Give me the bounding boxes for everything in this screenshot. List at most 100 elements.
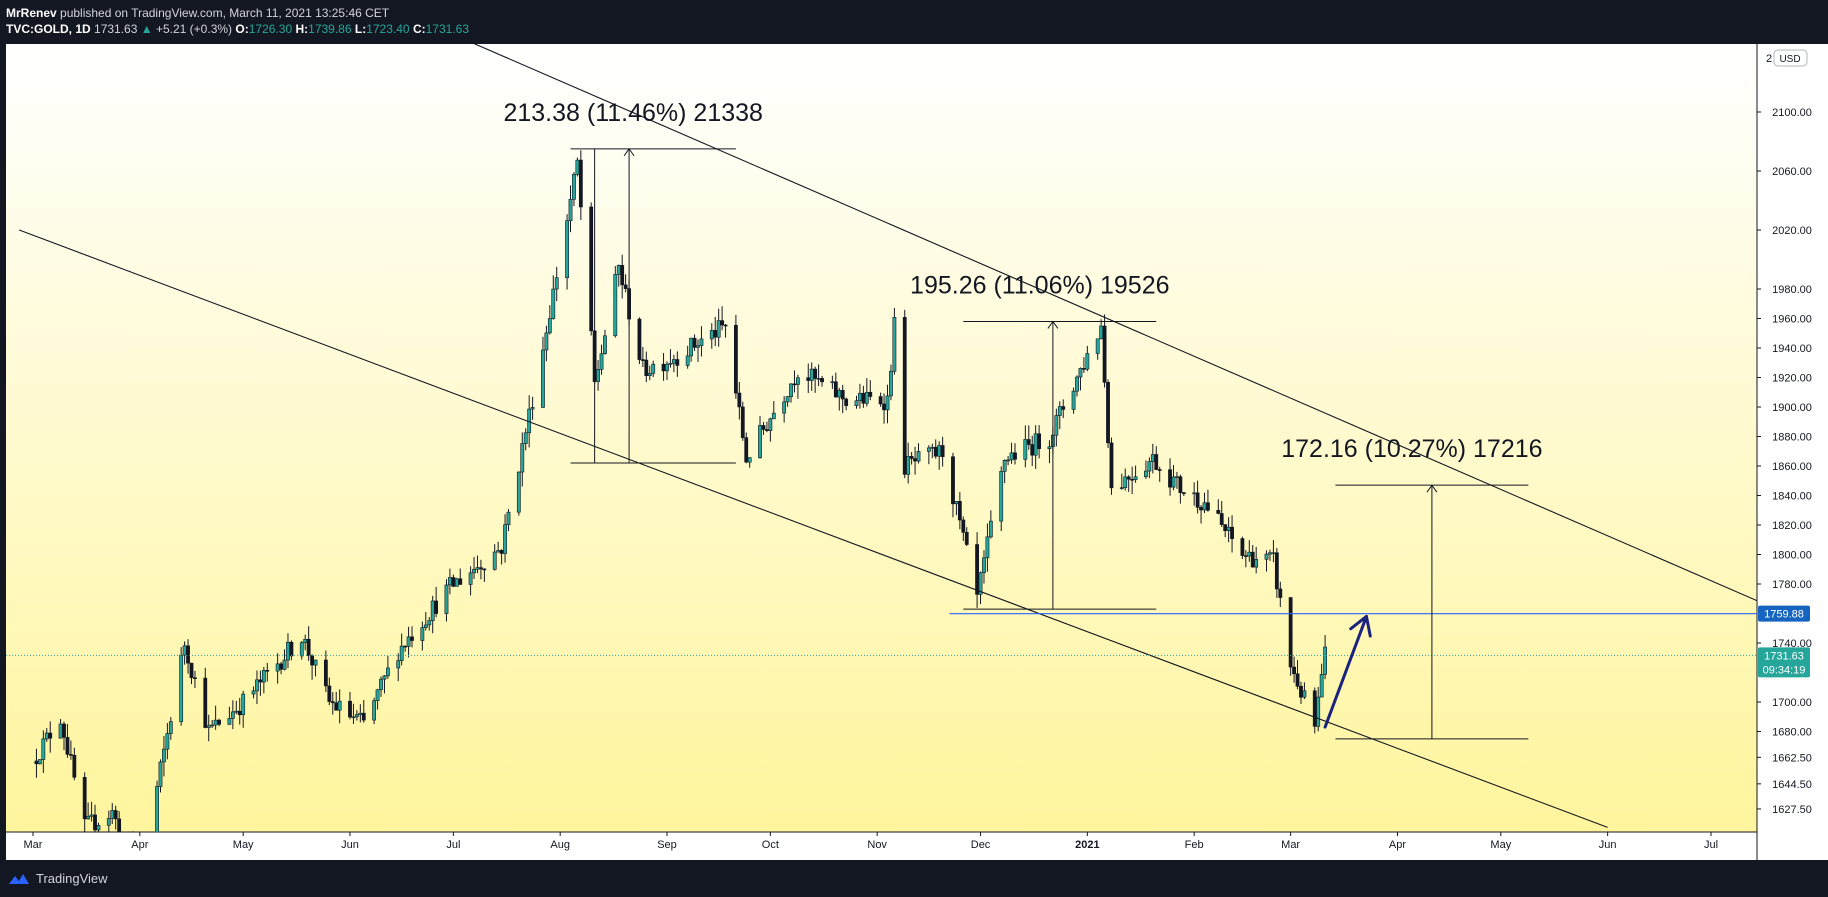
candle — [423, 612, 428, 631]
candle-body — [337, 700, 342, 711]
candle-body — [251, 690, 256, 695]
price-tick-label: 1627.50 — [1772, 804, 1812, 816]
candle — [1106, 379, 1110, 449]
candle — [599, 344, 604, 375]
tradingview-logo[interactable]: TradingView — [8, 871, 108, 886]
candle — [375, 688, 380, 710]
candle — [299, 641, 304, 660]
candle-body — [909, 456, 914, 459]
candle — [427, 617, 432, 631]
candle-body — [492, 551, 497, 570]
candle-body — [761, 425, 766, 430]
candle-body — [1271, 552, 1276, 555]
candle-body — [96, 825, 101, 831]
candle-body — [306, 638, 311, 657]
price-tick-label: 2060.00 — [1772, 166, 1812, 178]
candle-body — [1130, 478, 1135, 481]
candle-body — [647, 372, 652, 376]
candle-body — [1057, 406, 1062, 416]
candle-body — [241, 693, 246, 716]
candle-body — [93, 814, 97, 831]
candle — [596, 360, 600, 391]
candle-body — [885, 395, 890, 411]
candle-body — [623, 284, 628, 289]
measure-arrowhead-icon — [1047, 320, 1059, 329]
candle — [1057, 401, 1062, 430]
candle-body — [1099, 325, 1104, 340]
candle — [361, 700, 366, 723]
candle-body — [261, 669, 266, 683]
candle-body — [733, 324, 738, 394]
candle-body — [379, 678, 383, 691]
price-tick-label: 1940.00 — [1772, 343, 1812, 355]
symbol-label[interactable]: TVC:GOLD, 1D — [6, 22, 91, 36]
candle — [1054, 408, 1059, 447]
candle-body — [275, 663, 280, 672]
candle — [1264, 550, 1269, 572]
candle-body — [547, 318, 552, 334]
candle — [454, 577, 459, 587]
candle-body — [737, 392, 742, 408]
candle — [744, 432, 749, 464]
candle-body — [334, 702, 339, 711]
time-axis[interactable] — [6, 832, 1757, 860]
candle-body — [637, 318, 642, 360]
candle — [399, 633, 404, 666]
candle — [785, 396, 790, 407]
candle — [410, 626, 414, 648]
candle — [889, 364, 893, 401]
candle — [330, 692, 335, 715]
candle-body — [709, 330, 714, 340]
candle-body — [651, 363, 656, 374]
candle-body — [1037, 433, 1042, 450]
candle-body — [1223, 524, 1228, 532]
candle-body — [792, 383, 797, 386]
candle — [406, 626, 411, 658]
candle-body — [523, 432, 528, 444]
candle — [351, 703, 356, 724]
price-tick-label-partial: 2 — [1766, 53, 1772, 65]
candle-body — [696, 345, 700, 348]
price-tick-label: 1880.00 — [1772, 432, 1812, 444]
candle-body — [482, 568, 487, 571]
channel-trendline — [19, 229, 1608, 828]
low-value: 1723.40 — [366, 22, 410, 36]
candle-body — [1047, 446, 1052, 450]
candle — [833, 372, 838, 398]
candle — [665, 361, 669, 380]
candle — [523, 428, 528, 451]
author-name[interactable]: MrRenev — [6, 6, 57, 20]
candle-body — [937, 445, 942, 457]
candle-body — [671, 359, 676, 364]
candle-body — [665, 363, 669, 372]
candle — [1133, 465, 1138, 483]
price-tick-label: 1800.00 — [1772, 550, 1812, 562]
candle-body — [1013, 452, 1017, 460]
candle-body — [716, 320, 721, 338]
candle — [737, 381, 742, 420]
candle — [251, 686, 256, 699]
price-axis[interactable] — [1757, 44, 1828, 860]
month-tick-label: May — [1490, 839, 1511, 851]
candle — [1126, 475, 1131, 492]
publish-info: MrRenev published on TradingView.com, Ma… — [6, 6, 389, 20]
published-text: published on TradingView.com, March 11, … — [60, 6, 390, 20]
ohlc-legend: TVC:GOLD, 1D 1731.63 ▲ +5.21 (+0.3%) O:1… — [6, 22, 469, 36]
candle-body — [864, 391, 869, 404]
candle-body — [1230, 526, 1234, 539]
candle — [902, 309, 907, 479]
candle — [189, 662, 194, 685]
price-tick-label: 1780.00 — [1772, 579, 1812, 591]
candle-body — [299, 642, 304, 657]
candle-body — [1323, 646, 1327, 675]
price-tick-label: 1820.00 — [1772, 520, 1812, 532]
price-tags: 1759.88 1731.63 09:34:19 — [1758, 605, 1810, 678]
measurement-label: 172.16 (10.27%) 17216 — [1281, 435, 1542, 463]
candle-body — [1054, 415, 1059, 436]
candle-body — [661, 363, 666, 372]
candle-body — [978, 572, 983, 595]
candle-body — [44, 732, 49, 740]
candle-body — [354, 714, 359, 718]
candle — [541, 336, 545, 408]
